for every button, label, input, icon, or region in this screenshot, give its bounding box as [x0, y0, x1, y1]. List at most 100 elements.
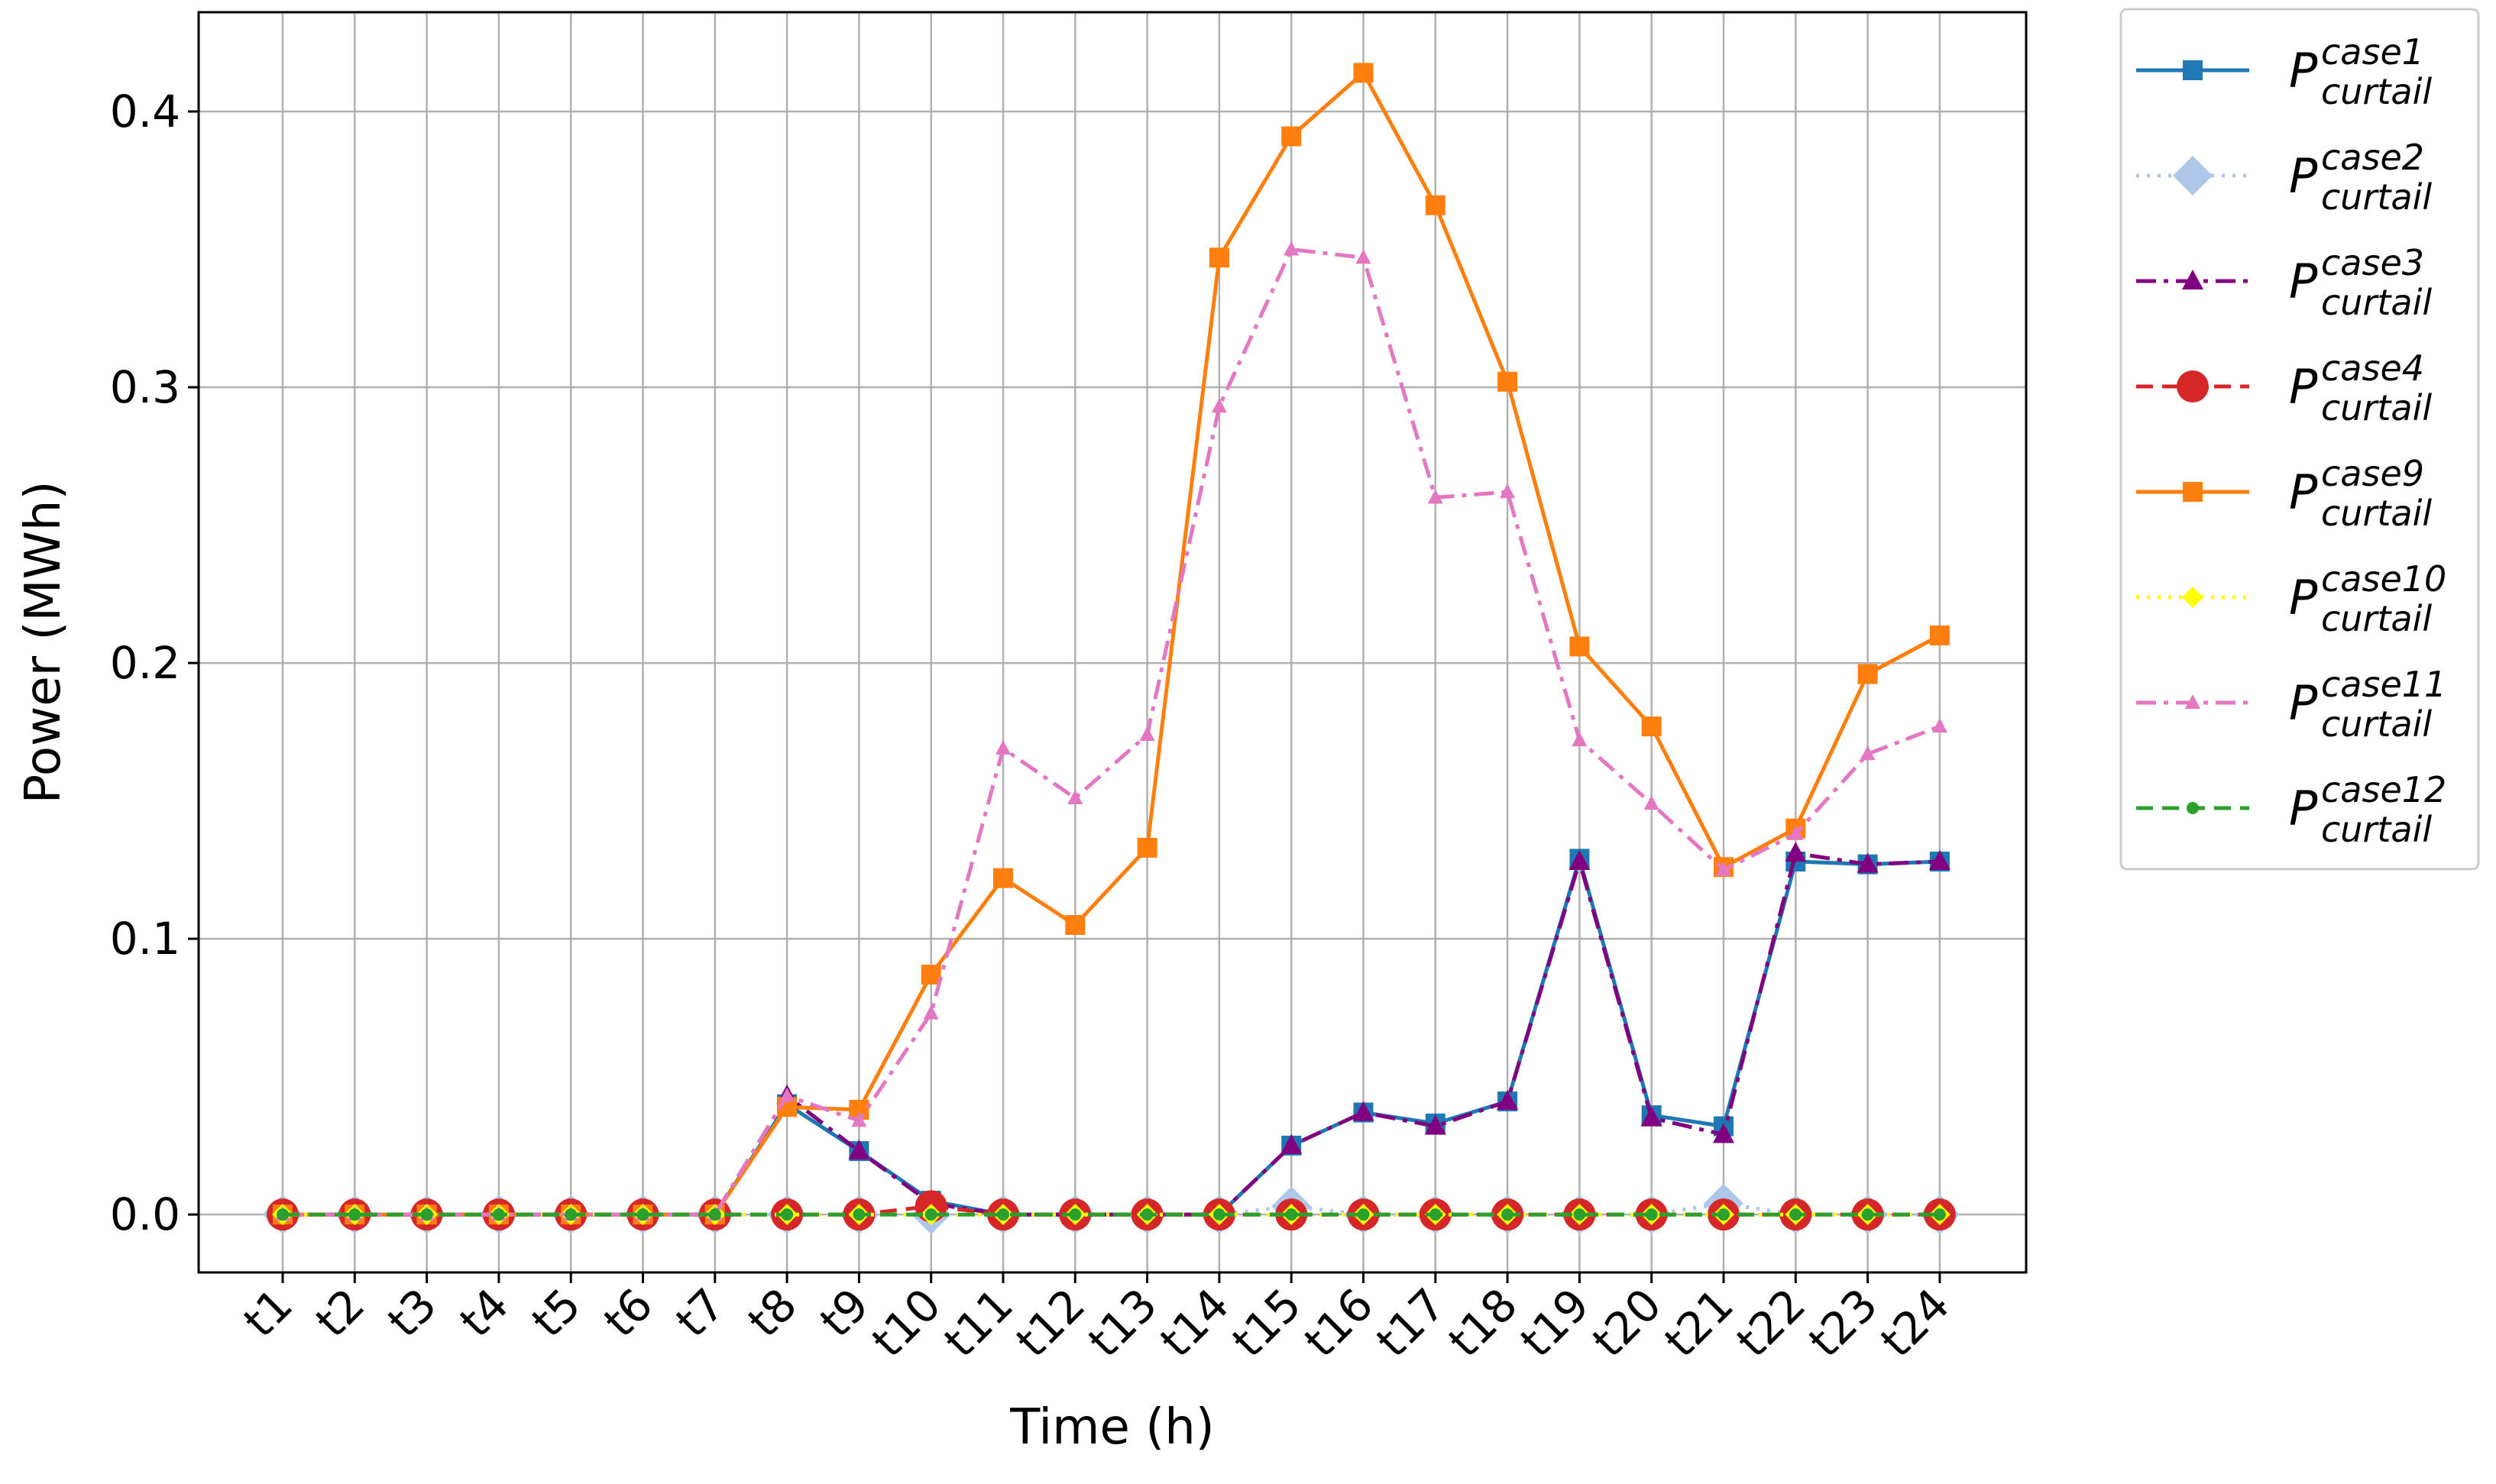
data-point-case12 [708, 1208, 721, 1221]
data-point-case12 [277, 1208, 289, 1221]
legend-label-sup: case4 [2321, 348, 2424, 389]
data-point-case11 [1284, 241, 1300, 256]
series-line-case3 [283, 851, 1940, 1217]
legend-label-sub: curtail [2321, 71, 2432, 112]
legend-label-sup: case12 [2321, 769, 2446, 810]
data-point-case12 [492, 1208, 505, 1221]
legend-label-sup: case10 [2321, 558, 2446, 600]
y-tick-label: 0.4 [110, 86, 180, 137]
data-point-case9 [1857, 664, 1878, 684]
data-point-case3 [1857, 852, 1879, 873]
legend-label-sub: curtail [2321, 598, 2432, 639]
data-point-case3 [1352, 1101, 1374, 1121]
legend-label-sub: curtail [2321, 809, 2432, 850]
data-point-case12 [1933, 1208, 1946, 1221]
series-line-case11 [283, 247, 1941, 1217]
data-point-case11 [1211, 398, 1227, 413]
data-point-case11 [1500, 483, 1516, 499]
y-tick-label: 0.3 [110, 361, 180, 413]
legend-label-sub: curtail [2321, 703, 2432, 745]
data-point-case12 [348, 1208, 361, 1221]
legend-label-sup: case3 [2321, 242, 2424, 283]
data-point-case11 [1067, 789, 1083, 804]
data-point-case3 [1497, 1090, 1519, 1111]
data-point-case12 [1573, 1208, 1586, 1221]
data-point-case11 [995, 740, 1011, 755]
legend-label-base: P [2289, 570, 2318, 626]
legend-marker [2183, 60, 2203, 80]
legend-label-base: P [2289, 781, 2318, 836]
data-point-case12 [1069, 1208, 1082, 1221]
data-point-case12 [1429, 1208, 1442, 1221]
legend-label-sub: curtail [2321, 387, 2432, 428]
legend-label-base: P [2289, 254, 2318, 309]
plot-frame [197, 11, 2028, 1274]
data-point-case12 [1501, 1208, 1514, 1221]
legend-marker [2182, 270, 2203, 289]
data-point-case3 [848, 1140, 870, 1160]
legend-label-base: P [2289, 675, 2318, 731]
data-point-case12 [1645, 1208, 1658, 1221]
legend-marker [2177, 370, 2209, 403]
legend-label-base: P [2289, 148, 2318, 204]
data-point-case9 [993, 868, 1013, 888]
data-point-case12 [636, 1208, 649, 1221]
data-point-case9 [921, 965, 941, 985]
plot-series [263, 63, 1960, 1235]
series-case12 [277, 1208, 1946, 1221]
data-point-case3 [1568, 850, 1591, 871]
data-point-case11 [1643, 795, 1659, 810]
data-point-case3 [1713, 1123, 1734, 1143]
legend-marker [2182, 587, 2203, 608]
data-point-case12 [1212, 1208, 1225, 1221]
data-point-case9 [1209, 247, 1229, 268]
legend-marker [2183, 482, 2203, 502]
data-point-case12 [420, 1208, 433, 1221]
data-point-case12 [1285, 1208, 1298, 1221]
data-point-case9 [1281, 126, 1302, 147]
data-point-case12 [1717, 1208, 1730, 1221]
legend-marker [2187, 802, 2199, 814]
data-point-case11 [923, 1004, 939, 1020]
data-point-case11 [779, 1087, 795, 1102]
legend-label-sup: case9 [2321, 453, 2424, 494]
y-tick-label: 0.1 [110, 913, 180, 965]
data-point-case11 [1860, 745, 1876, 761]
y-axis: 0.0 0.1 0.2 0.3 0.4 [110, 86, 199, 1240]
data-point-case3 [1424, 1114, 1446, 1135]
data-point-case12 [1861, 1208, 1874, 1221]
legend-label-base: P [2289, 464, 2318, 520]
data-point-case11 [1139, 726, 1155, 741]
data-point-case11 [1788, 825, 1804, 840]
legend-label-sub: curtail [2321, 493, 2432, 534]
data-point-case9 [1497, 371, 1518, 392]
legend-label-sup: case11 [2321, 664, 2446, 705]
data-point-case11 [1716, 861, 1731, 876]
legend-label-sub: curtail [2321, 282, 2432, 323]
data-point-case9 [1425, 195, 1445, 215]
data-point-case11 [1572, 732, 1588, 747]
y-axis-label: Power (MWh) [15, 481, 72, 804]
data-point-case3 [1280, 1133, 1303, 1154]
data-point-case9 [1641, 716, 1662, 737]
x-axis-label: Time (h) [1009, 1399, 1214, 1456]
data-point-case11 [1355, 249, 1371, 264]
legend-frame [2119, 8, 2480, 871]
legend-marker [2185, 694, 2200, 709]
data-point-case9 [1569, 636, 1590, 657]
data-point-case9 [1353, 63, 1374, 83]
data-point-case9 [1137, 837, 1157, 858]
data-point-case12 [924, 1208, 937, 1221]
data-point-case12 [781, 1208, 794, 1221]
data-point-case12 [997, 1208, 1009, 1221]
data-point-case12 [1789, 1208, 1802, 1221]
